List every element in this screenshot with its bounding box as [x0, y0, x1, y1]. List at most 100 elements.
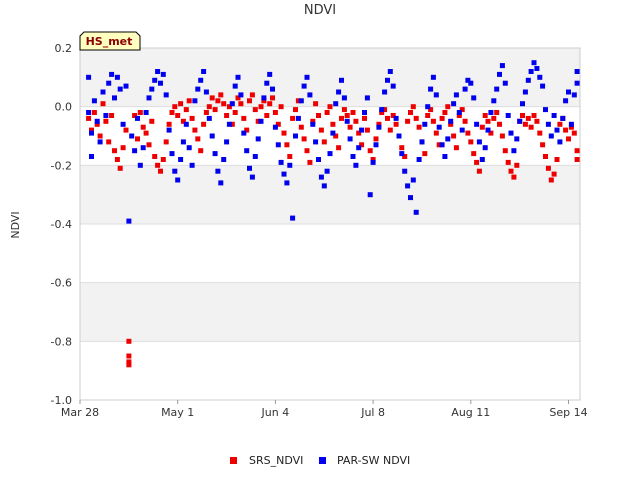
data-point [387, 69, 393, 74]
data-point [568, 124, 574, 130]
data-point [387, 127, 393, 133]
data-point [149, 86, 155, 92]
data-point [278, 159, 284, 165]
data-point [143, 130, 149, 136]
data-point [534, 66, 540, 71]
data-point [258, 104, 264, 110]
data-point [574, 69, 580, 74]
data-point [465, 130, 471, 136]
data-point [474, 121, 480, 127]
data-point [428, 107, 434, 113]
data-point [505, 159, 511, 165]
data-point [235, 74, 241, 80]
data-point [126, 359, 132, 365]
data-point [563, 127, 569, 133]
data-point [206, 115, 212, 121]
legend-swatch-srs [230, 457, 237, 464]
legend-item-srs[interactable]: SRS_NDVI [230, 454, 303, 467]
data-point [126, 338, 132, 344]
data-point [413, 115, 419, 121]
plot-band [80, 282, 580, 342]
data-point [505, 113, 511, 118]
data-point [241, 115, 247, 121]
data-point [376, 124, 382, 130]
data-point [566, 136, 571, 142]
data-point [304, 148, 310, 154]
data-point [295, 98, 301, 104]
data-point [347, 124, 353, 130]
data-point [212, 107, 218, 113]
data-point [390, 83, 396, 89]
data-point [166, 121, 172, 127]
data-point [514, 162, 520, 168]
data-point [445, 136, 451, 142]
data-point [497, 71, 502, 77]
data-point [218, 92, 224, 98]
data-point [287, 162, 293, 168]
data-point [195, 136, 201, 142]
data-point [367, 192, 373, 198]
data-point [474, 159, 480, 165]
data-point [293, 107, 298, 113]
data-point [301, 136, 307, 142]
data-point [307, 159, 313, 165]
data-point [321, 139, 327, 145]
data-point [439, 142, 445, 148]
data-point [209, 95, 215, 101]
data-point [525, 77, 531, 83]
data-point [307, 92, 313, 98]
data-point [258, 118, 264, 124]
data-point [382, 89, 388, 95]
data-point [249, 174, 255, 180]
data-point [281, 171, 287, 177]
chart-title: NDVI [304, 3, 336, 18]
data-point [247, 165, 252, 171]
data-point [330, 130, 336, 136]
data-point [152, 77, 158, 83]
data-point [339, 115, 344, 121]
data-point [86, 110, 92, 115]
data-point [209, 133, 215, 139]
data-point [235, 95, 241, 101]
data-point [551, 113, 557, 118]
data-point [313, 139, 319, 145]
data-point [367, 148, 373, 154]
data-point [112, 148, 117, 154]
x-tick-label: Aug 11 [451, 406, 490, 419]
data-point [146, 142, 152, 148]
data-point [385, 77, 390, 83]
data-point [520, 101, 525, 107]
data-point [192, 98, 198, 104]
data-point [344, 113, 350, 118]
legend: SRS_NDVI PAR-SW NDVI [230, 454, 410, 467]
data-point [563, 98, 569, 104]
data-point [347, 136, 353, 142]
data-point [557, 139, 563, 145]
data-point [528, 69, 534, 74]
data-point [201, 69, 207, 74]
data-point [382, 107, 388, 113]
data-point [370, 157, 376, 162]
data-point [476, 168, 482, 174]
data-point [399, 151, 405, 157]
data-point [140, 124, 146, 130]
data-point [275, 142, 281, 148]
data-point [201, 121, 207, 127]
data-point [229, 121, 235, 127]
data-point [379, 110, 385, 115]
data-point [203, 89, 209, 95]
data-point [186, 98, 192, 104]
data-point [117, 86, 123, 92]
data-point [430, 118, 436, 124]
data-point [126, 353, 132, 359]
data-point [178, 157, 184, 162]
data-point [109, 113, 115, 118]
data-point [324, 168, 330, 174]
data-point [310, 121, 316, 127]
legend-item-par-sw[interactable]: PAR-SW NDVI [319, 454, 410, 467]
data-point [103, 118, 109, 124]
data-point [482, 145, 488, 151]
y-axis-title: NDVI [9, 211, 22, 238]
data-point [247, 98, 252, 104]
data-point [160, 157, 166, 162]
